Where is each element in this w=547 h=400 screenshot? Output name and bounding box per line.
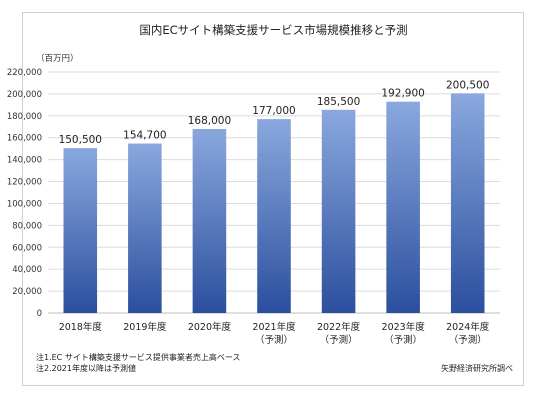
- y-tick-label: 120,000: [7, 178, 42, 188]
- data-label: 154,700: [123, 130, 166, 142]
- footnote-1: 注1.EC サイト構築支援サービス提供事業者売上高ベース: [36, 353, 241, 362]
- bar: [63, 148, 98, 313]
- data-label: 192,900: [381, 88, 424, 100]
- y-tick-label: 180,000: [7, 112, 42, 122]
- bar: [128, 143, 162, 313]
- x-tick-label: （予測）: [449, 334, 487, 346]
- x-tick-label: 2023年度: [382, 321, 426, 333]
- bar: [321, 109, 356, 313]
- y-tick-label: 0: [37, 309, 42, 319]
- x-tick-label: 2024年度: [446, 321, 490, 333]
- y-tick-label: 160,000: [7, 134, 42, 144]
- source-credit: 矢野経済研究所調べ: [441, 364, 513, 373]
- bar: [192, 128, 227, 313]
- x-tick-label: 2018年度: [59, 321, 103, 333]
- data-label: 177,000: [252, 105, 295, 117]
- y-tick-label: 220,000: [7, 68, 42, 78]
- y-tick-label: 40,000: [12, 265, 42, 275]
- data-label: 168,000: [188, 115, 231, 127]
- x-tick-label: （予測）: [384, 334, 422, 346]
- x-tick-label: 2019年度: [123, 321, 167, 333]
- bar: [257, 119, 291, 313]
- x-tick-label: 2020年度: [188, 321, 232, 333]
- bar: [450, 93, 485, 314]
- x-tick-label: 2021年度: [252, 321, 296, 333]
- x-tick-label: 2022年度: [317, 321, 361, 333]
- y-tick-label: 80,000: [12, 221, 42, 231]
- data-label: 150,500: [59, 134, 102, 146]
- bar: [386, 101, 420, 313]
- chart-title: 国内ECサイト構築支援サービス市場規模推移と予測: [139, 23, 408, 37]
- footnote-2: 注2.2021年度以降は予測値: [36, 364, 136, 373]
- y-axis-unit-label: （百万円）: [36, 54, 79, 64]
- data-label: 185,500: [317, 96, 360, 108]
- x-tick-label: （予測）: [255, 334, 293, 346]
- y-tick-label: 140,000: [7, 156, 42, 166]
- data-label: 200,500: [446, 79, 489, 91]
- y-tick-label: 60,000: [12, 243, 42, 253]
- y-tick-label: 200,000: [7, 90, 42, 100]
- y-tick-label: 100,000: [7, 199, 42, 209]
- x-tick-label: （予測）: [320, 334, 358, 346]
- y-tick-label: 20,000: [12, 287, 42, 297]
